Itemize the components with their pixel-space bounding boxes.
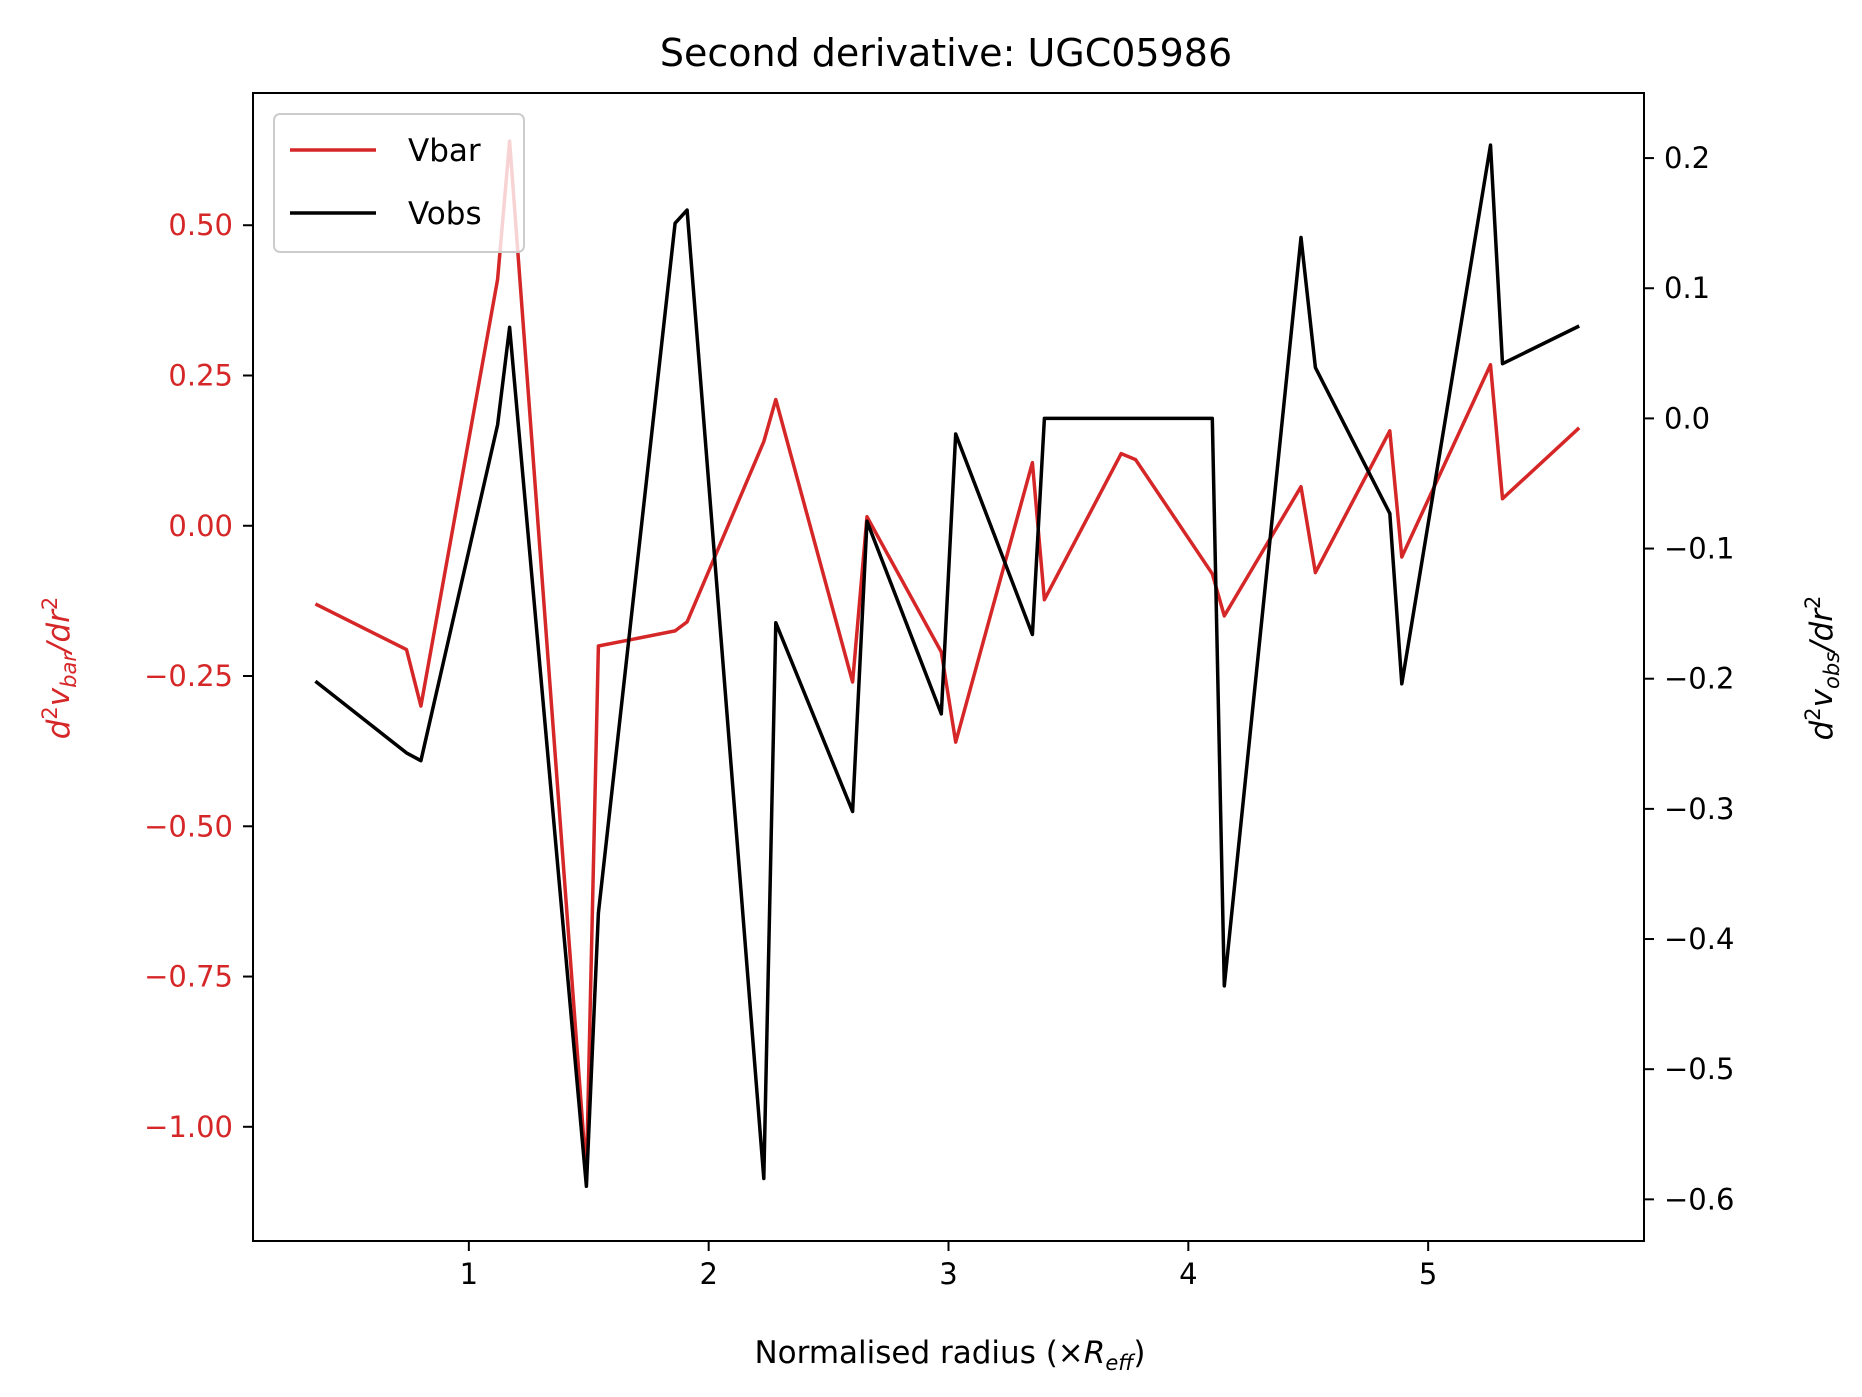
- y-left-tick-label: 0.50: [168, 208, 233, 242]
- x-axis-label: Normalised radius (×Reff): [754, 1335, 1145, 1375]
- y-right-tick-label: −0.1: [1664, 532, 1734, 566]
- y-axis-left-label: d2vbar/dr2: [38, 597, 81, 740]
- y-axis-right: 0.2 0.1 0.0 −0.1 −0.2 −0.3 −0.4 −0.5 −0.6: [1644, 141, 1734, 1216]
- y-right-tick-label: 0.1: [1664, 271, 1710, 305]
- y-right-tick-label: −0.5: [1664, 1052, 1734, 1086]
- y-left-tick-label: −0.25: [144, 659, 233, 693]
- x-axis: 1 2 3 4 5: [460, 1241, 1437, 1291]
- y-right-tick-label: −0.6: [1664, 1182, 1734, 1216]
- y-right-tick-label: −0.4: [1664, 922, 1734, 956]
- y-axis-left: 0.50 0.25 0.00 −0.25 −0.50 −0.75 −1.00: [144, 208, 253, 1144]
- y-left-tick-label: 0.00: [168, 509, 233, 543]
- y-left-tick-label: −0.75: [144, 960, 233, 994]
- legend-box: [273, 113, 525, 253]
- y-axis-right-label: d2vobs/dr2: [1801, 596, 1844, 741]
- y-right-tick-label: 0.2: [1664, 141, 1710, 175]
- y-left-tick-label: −1.00: [144, 1110, 233, 1144]
- legend: Vbar Vobs: [273, 113, 525, 253]
- y-left-tick-label: −0.50: [144, 809, 233, 843]
- x-tick-label: 3: [939, 1257, 957, 1291]
- x-tick-label: 2: [699, 1257, 717, 1291]
- chart-title: Second derivative: UGC05986: [660, 31, 1232, 75]
- y-right-tick-label: 0.0: [1664, 401, 1710, 435]
- legend-label-vobs: Vobs: [408, 196, 482, 232]
- x-tick-label: 1: [460, 1257, 478, 1291]
- y-right-tick-label: −0.3: [1664, 792, 1734, 826]
- x-tick-label: 4: [1179, 1257, 1197, 1291]
- legend-label-vbar: Vbar: [408, 133, 481, 169]
- x-tick-label: 5: [1419, 1257, 1437, 1291]
- y-left-tick-label: 0.25: [168, 358, 233, 392]
- series-layer: [314, 139, 1581, 1189]
- series-line-vbar: [314, 139, 1581, 1177]
- series-line-vobs: [314, 143, 1580, 1189]
- y-right-tick-label: −0.2: [1664, 662, 1734, 696]
